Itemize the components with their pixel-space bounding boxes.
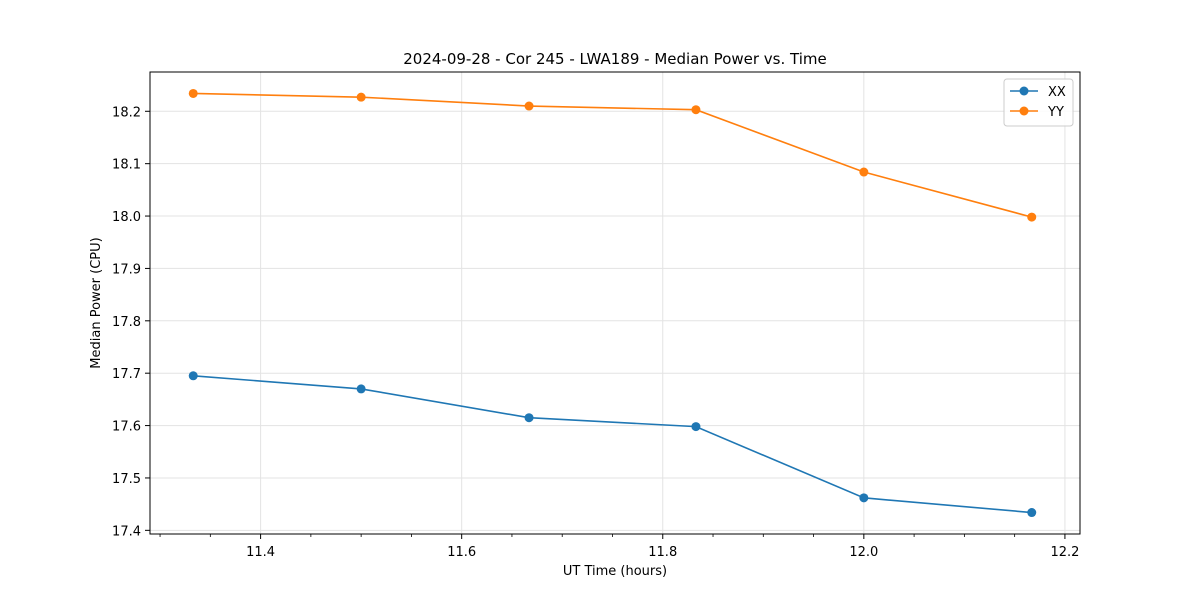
y-axis-label: Median Power (CPU) xyxy=(89,237,104,368)
legend-marker xyxy=(1019,86,1029,96)
legend-label: YY xyxy=(1047,105,1064,120)
legend-item-yy: YY xyxy=(1010,105,1064,120)
data-point-yy xyxy=(356,92,366,102)
data-point-xx xyxy=(1027,508,1037,518)
x-tick-label: 11.6 xyxy=(447,545,476,560)
series-line-yy xyxy=(193,92,1032,218)
legend: XX YY xyxy=(1003,78,1074,127)
y-tick-label: 17.7 xyxy=(112,367,141,382)
legend-item-xx: XX xyxy=(1010,85,1066,100)
series-layer xyxy=(188,88,1037,518)
y-axis: 17.4 17.5 17.6 17.7 17.8 17.9 18.0 18.1 18.2 xyxy=(112,105,150,539)
legend-label: XX xyxy=(1048,85,1066,100)
data-point-xx xyxy=(691,422,701,432)
y-tick-label: 18.0 xyxy=(112,210,141,225)
x-tick-label: 11.4 xyxy=(246,545,275,560)
data-point-yy xyxy=(859,167,869,177)
y-tick-label: 17.9 xyxy=(112,262,141,277)
y-tick-label: 18.1 xyxy=(112,158,141,173)
plot-frame xyxy=(149,71,1081,535)
data-point-yy xyxy=(691,105,701,115)
chart-title: 2024-09-28 - Cor 245 - LWA189 - Median P… xyxy=(403,50,827,68)
data-point-yy xyxy=(188,88,198,98)
y-tick-label: 17.4 xyxy=(112,524,141,539)
y-tick-label: 18.2 xyxy=(112,105,141,120)
data-point-yy xyxy=(1027,212,1037,222)
x-axis: 11.4 11.6 11.8 12.0 12.2 xyxy=(159,534,1079,560)
series-yy xyxy=(188,88,1037,222)
data-point-xx xyxy=(524,413,534,423)
y-tick-label: 17.6 xyxy=(112,420,141,435)
data-point-xx xyxy=(859,493,869,503)
series-line-xx xyxy=(193,375,1032,514)
x-tick-label: 12.2 xyxy=(1050,545,1079,560)
legend-marker xyxy=(1019,106,1029,116)
data-point-xx xyxy=(188,371,198,381)
grid xyxy=(150,72,1080,534)
series-xx xyxy=(188,371,1037,518)
data-point-yy xyxy=(524,101,534,111)
x-tick-label: 11.8 xyxy=(648,545,677,560)
x-axis-label: UT Time (hours) xyxy=(563,564,667,579)
y-tick-label: 17.8 xyxy=(112,315,141,330)
x-tick-label: 12.0 xyxy=(849,545,878,560)
data-point-xx xyxy=(356,384,366,394)
y-tick-label: 17.5 xyxy=(112,472,141,487)
